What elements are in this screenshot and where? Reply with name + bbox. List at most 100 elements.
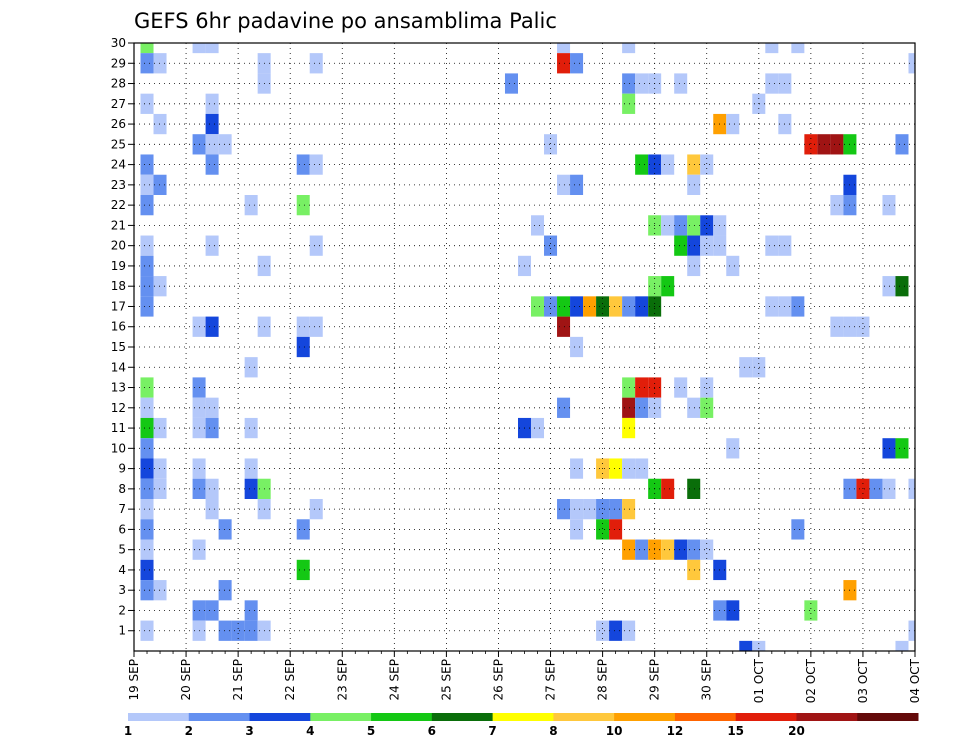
heatmap-cell: [205, 478, 219, 499]
heatmap-cell: [544, 134, 558, 155]
x-axis-ticks: 19 SEP 20 SEP 21 SEP 22 SEP 23 SEP 24 SEP 25 S…: [127, 651, 922, 703]
heatmap-cell: [661, 276, 675, 297]
heatmap-cell: [882, 276, 896, 297]
x-tick-label: 20 SEP: [179, 659, 193, 701]
colorbar-segment: [857, 713, 919, 721]
x-tick-label: 30 SEP: [700, 659, 714, 701]
y-tick-label: 29: [111, 56, 126, 70]
y-tick-label: 21: [111, 218, 126, 232]
y-tick-label: 8: [118, 482, 126, 496]
chart-title: GEFS 6hr padavine po ansamblima Palic: [134, 9, 557, 33]
y-tick-label: 23: [111, 178, 126, 192]
heatmap-cell: [635, 539, 649, 560]
heatmap-cell: [700, 154, 714, 175]
x-tick-label: 28 SEP: [596, 659, 610, 701]
heatmap-cell: [140, 296, 154, 317]
heatmap-cell: [531, 417, 545, 439]
heatmap-cell: [153, 458, 167, 479]
heatmap-cell: [791, 519, 805, 540]
colorbar-label: 4: [306, 724, 314, 738]
heatmap-cell: [244, 620, 258, 641]
colorbar-label: 7: [488, 724, 496, 738]
heatmap-cell: [674, 73, 688, 94]
heatmap-cell: [752, 640, 766, 651]
heatmap-cell: [153, 580, 167, 601]
heatmap-cell: [869, 478, 883, 499]
heatmap-cell: [140, 620, 154, 641]
heatmap-cell: [830, 134, 844, 155]
heatmap-cell: [635, 397, 649, 418]
heatmap-cell: [231, 620, 245, 641]
heatmap-cell: [153, 276, 167, 297]
colorbar-segment: [553, 713, 615, 721]
y-tick-label: 4: [118, 563, 126, 577]
heatmap-cell: [687, 174, 701, 195]
heatmap-cell: [856, 316, 870, 337]
heatmap-cell: [296, 154, 310, 175]
heatmap-cells: [140, 43, 915, 651]
colorbar-segment: [431, 713, 494, 721]
x-tick-label: 04 OCT: [908, 658, 922, 703]
heatmap-cell: [726, 438, 740, 459]
heatmap-cell: [140, 539, 154, 560]
heatmap-cell: [752, 357, 766, 378]
heatmap-cell: [244, 478, 258, 499]
heatmap-cell: [205, 154, 219, 175]
heatmap-cell: [544, 296, 558, 317]
heatmap-cell: [817, 134, 831, 155]
heatmap-cell: [296, 559, 310, 581]
colorbar-label: 5: [367, 724, 375, 738]
x-tick-label: 19 SEP: [127, 659, 141, 701]
heatmap-cell: [309, 53, 323, 74]
x-tick-label: 29 SEP: [648, 659, 662, 701]
heatmap-cell: [687, 397, 701, 418]
heatmap-cell: [635, 458, 649, 479]
heatmap-cell: [531, 215, 545, 236]
colorbar-segment: [188, 713, 251, 721]
heatmap-cell: [882, 478, 896, 499]
y-tick-label: 28: [111, 77, 126, 91]
heatmap-cell: [140, 499, 154, 520]
heatmap-cell: [205, 417, 219, 439]
heatmap-cell: [687, 215, 701, 236]
heatmap-cell: [205, 93, 219, 114]
heatmap-cell: [622, 458, 636, 479]
y-tick-label: 6: [118, 522, 126, 536]
y-tick-label: 5: [118, 543, 126, 557]
y-tick-label: 9: [118, 462, 126, 476]
heatmap-cell: [153, 113, 167, 135]
heatmap-cell: [882, 195, 896, 216]
colorbar-segment: [371, 713, 433, 721]
heatmap-cell: [908, 478, 915, 499]
heatmap-cell: [205, 235, 219, 256]
heatmap-cell: [557, 296, 571, 317]
colorbar-label: 6: [428, 724, 436, 738]
colorbar-label: 10: [606, 724, 623, 738]
colorbar-segment: [310, 713, 372, 721]
heatmap-cell: [309, 154, 323, 175]
colorbar-segment: [735, 713, 797, 721]
heatmap-cell: [700, 235, 714, 256]
colorbar-label: 15: [727, 724, 744, 738]
y-tick-label: 11: [111, 421, 126, 435]
heatmap-cell: [622, 539, 636, 560]
heatmap-cell: [661, 215, 675, 236]
heatmap-cell: [244, 357, 258, 378]
heatmap-cell: [557, 43, 571, 54]
colorbar-label: 20: [788, 724, 805, 738]
heatmap-cell: [309, 316, 323, 337]
colorbar-label: 12: [667, 724, 684, 738]
heatmap-cell: [895, 640, 909, 651]
heatmap-cell: [153, 174, 167, 195]
heatmap-cell: [622, 93, 636, 114]
heatmap-cell: [140, 458, 154, 479]
heatmap-cell: [622, 73, 636, 94]
heatmap-cell: [205, 600, 219, 621]
heatmap-cell: [205, 134, 219, 155]
x-tick-label: 01 OCT: [752, 658, 766, 703]
y-tick-label: 12: [111, 401, 126, 415]
heatmap-cell: [140, 417, 154, 439]
heatmap-cell: [609, 620, 623, 641]
y-tick-label: 2: [118, 603, 126, 617]
